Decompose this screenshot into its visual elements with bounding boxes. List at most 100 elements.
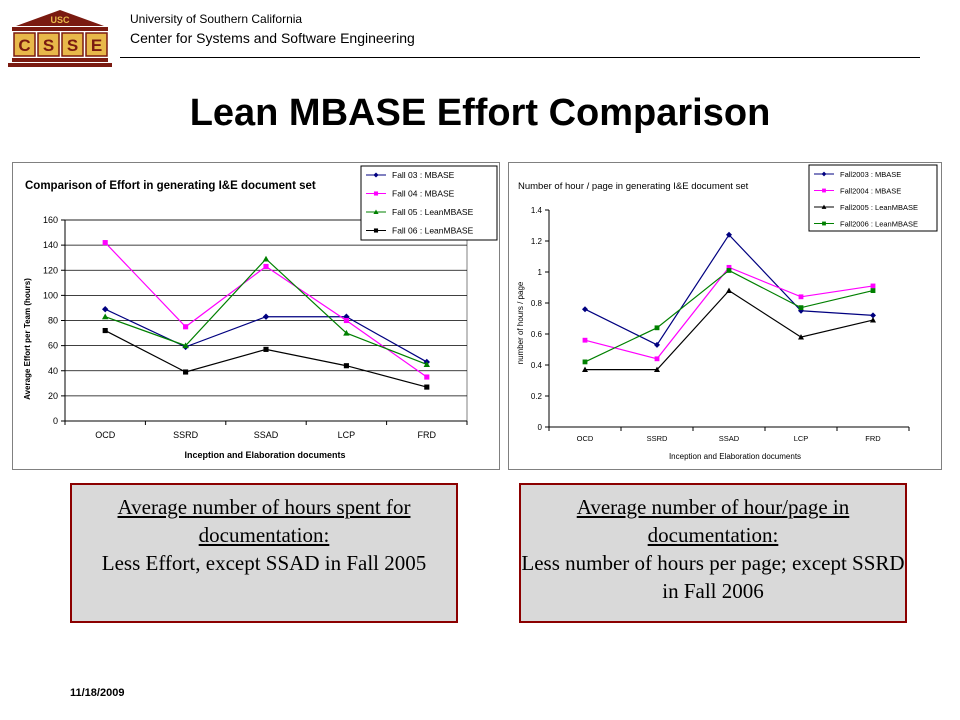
series [582, 231, 876, 348]
data-point [822, 221, 826, 226]
x-tick-label: OCD [95, 430, 116, 440]
hours-per-page-chart-svg: 0 0.2 0.4 0.6 0.8 1 1.2 1.4 OCD SSRD SSAD LCP FRD Nu… [516, 164, 938, 461]
data-point [373, 191, 379, 196]
x-tick-label: LCP [338, 430, 356, 440]
y-axis-label: number of hours / page [516, 281, 525, 364]
data-point [373, 209, 379, 215]
x-axis-label: Inception and Elaboration documents [184, 450, 345, 460]
chart-title: Comparison of Effort in generating I&E d… [25, 180, 316, 192]
legend-item: Fall2003 : MBASE [814, 170, 901, 179]
data-point [343, 329, 350, 336]
data-point [582, 337, 588, 343]
data-point [423, 361, 430, 368]
logo-letter-tile [61, 32, 84, 57]
legend-label: Fall 03 : MBASE [392, 170, 455, 180]
y-tick-label: 160 [43, 215, 58, 225]
legend-box [360, 165, 498, 241]
data-point [262, 255, 270, 262]
data-point [582, 359, 588, 365]
y-tick-label: 1.4 [531, 206, 543, 215]
hours-per-page-chart: 0 0.2 0.4 0.6 0.8 1 1.2 1.4 OCD SSRD SSAD LCP FRD Nu… [508, 162, 942, 470]
slide-title: Lean MBASE Effort Comparison [189, 92, 771, 134]
data-point [582, 366, 588, 373]
data-point [424, 374, 430, 380]
logo-letter: S [67, 36, 78, 55]
legend-item: Fall2006 : LeanMBASE [814, 220, 918, 229]
y-tick-label: 0 [538, 423, 543, 432]
data-point [373, 228, 379, 233]
center-name: Center for Systems and Software Engineer… [130, 30, 415, 46]
legend-label: Fall2004 : MBASE [840, 187, 901, 196]
data-point [582, 306, 588, 313]
hours-per-page-summary-box: Average number of hour/page in documenta… [519, 483, 907, 623]
university-name: University of Southern California [130, 12, 303, 26]
series-line [584, 269, 874, 363]
x-tick-label: SSRD [647, 434, 668, 443]
y-tick-label: 60 [48, 341, 58, 351]
data-point [821, 204, 827, 209]
y-tick-label: 0 [53, 416, 58, 426]
data-point [822, 188, 826, 193]
legend-item: Fall 06 : LeanMBASE [366, 226, 474, 236]
legend-item: Fall 04 : MBASE [366, 189, 455, 199]
x-tick-label: FRD [865, 434, 881, 443]
header-divider [120, 57, 920, 58]
y-tick-label: 0.8 [531, 299, 543, 308]
x-tick-label: SSAD [254, 430, 279, 440]
data-point [102, 327, 108, 334]
slide-date: 11/18/2009 [70, 687, 125, 699]
series [102, 255, 430, 368]
logo-letter-tile [37, 32, 60, 57]
data-point [654, 341, 660, 348]
data-point [726, 264, 732, 270]
data-point [102, 240, 108, 246]
data-point [726, 268, 732, 273]
y-tick-label: 20 [48, 391, 58, 401]
data-point [798, 294, 804, 300]
data-point [654, 325, 660, 331]
legend-item: Fall2004 : MBASE [814, 187, 901, 196]
data-point [183, 369, 189, 375]
hours-per-page-summary-text: Less number of hours per page; except SS… [521, 551, 905, 603]
data-point [343, 363, 349, 369]
data-point [182, 342, 189, 349]
y-axis-label: Average Effort per Team (hours) [23, 278, 32, 400]
y-tick-label: 0.4 [531, 361, 543, 370]
series [582, 264, 876, 362]
y-tick-label: 120 [43, 265, 58, 275]
legend-box [808, 164, 938, 232]
data-point [870, 317, 876, 323]
data-point [262, 313, 270, 320]
data-point [424, 384, 430, 390]
data-point [726, 287, 732, 293]
x-tick-label: SSRD [173, 430, 199, 440]
legend-label: Fall 05 : LeanMBASE [392, 207, 474, 217]
data-point [102, 305, 109, 313]
legend-item: Fall 05 : LeanMBASE [366, 207, 474, 217]
logo-letter: C [18, 36, 30, 55]
logo-usc-text: USC [50, 15, 70, 25]
legend-item: Fall2005 : LeanMBASE [814, 203, 918, 212]
x-tick-label: LCP [794, 434, 809, 443]
data-point [263, 263, 269, 270]
x-tick-label: FRD [418, 430, 437, 440]
x-tick-label: OCD [577, 434, 594, 443]
logo-letter-tile [13, 32, 36, 57]
effort-summary-text: Less Effort, except SSAD in Fall 2005 [101, 551, 427, 575]
y-tick-label: 40 [48, 366, 58, 376]
series [102, 240, 430, 380]
chart-title: Number of hour / page in generating I&E … [518, 181, 749, 192]
data-point [654, 366, 660, 373]
data-point [870, 288, 876, 293]
y-tick-label: 0.2 [531, 392, 543, 401]
y-tick-label: 0.6 [531, 330, 543, 339]
y-tick-label: 1 [538, 268, 543, 277]
data-point [183, 324, 189, 330]
data-point [373, 172, 379, 178]
effort-chart-svg: 0 20 40 60 80 100 120 140 160 OCD SSRD SSAD LCP FRD C… [23, 165, 498, 460]
legend-item: Fall 03 : MBASE [366, 170, 455, 180]
data-point [821, 171, 827, 177]
logo-letter: E [91, 36, 102, 55]
y-tick-label: 100 [43, 290, 58, 300]
